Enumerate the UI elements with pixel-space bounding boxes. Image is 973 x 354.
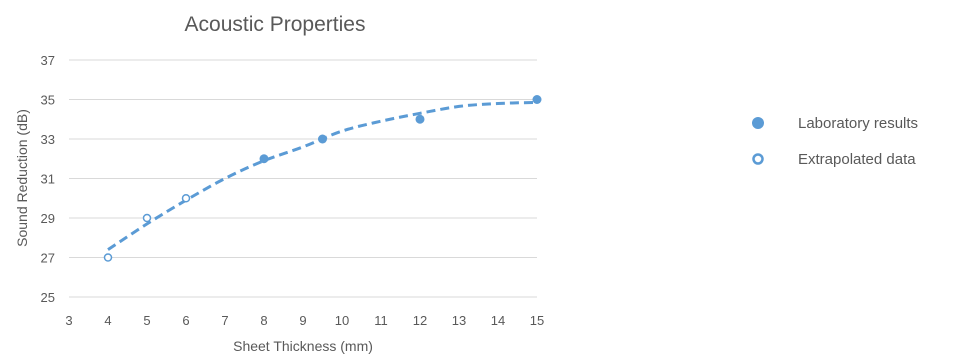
y-tick-label: 31	[41, 172, 55, 187]
x-tick-label: 9	[299, 313, 306, 328]
x-tick-label: 6	[182, 313, 189, 328]
x-tick-label: 13	[452, 313, 466, 328]
x-tick-label: 15	[530, 313, 544, 328]
y-tick-label: 33	[41, 132, 55, 147]
x-tick-label: 10	[335, 313, 349, 328]
laboratory-data-point	[415, 114, 425, 124]
legend-label: Laboratory results	[798, 115, 918, 132]
x-tick-label: 4	[104, 313, 111, 328]
legend-marker	[752, 153, 764, 165]
x-tick-label: 11	[374, 313, 388, 328]
y-axis-ticks: 25 27 29 31 33 35 37	[41, 53, 55, 305]
x-tick-label: 8	[260, 313, 267, 328]
trendline-layer	[107, 101, 538, 251]
laboratory-data-point	[532, 95, 542, 104]
x-tick-label: 7	[221, 313, 228, 328]
y-tick-label: 29	[41, 211, 55, 226]
y-tick-label: 25	[41, 290, 55, 305]
gridlines	[69, 59, 537, 298]
extrapolated-data-point	[181, 194, 191, 203]
x-tick-label: 12	[413, 313, 427, 328]
y-tick-label: 35	[41, 93, 55, 108]
legend-marker	[752, 117, 764, 129]
y-axis-title: Sound Reduction (dB)	[14, 109, 30, 247]
extrapolated-data-point	[142, 213, 152, 223]
trendline	[107, 101, 538, 251]
legend: Laboratory results Extrapolated data	[752, 115, 918, 168]
legend-label: Extrapolated data	[798, 151, 916, 168]
x-tick-label: 5	[143, 313, 150, 328]
x-tick-label: 14	[491, 313, 505, 328]
laboratory-data-point	[318, 134, 327, 144]
extrapolated-data-point	[103, 253, 113, 262]
y-tick-label: 27	[41, 251, 55, 266]
data-points	[103, 95, 542, 262]
laboratory-data-point	[259, 154, 269, 164]
x-axis-ticks: 3 4 5 6 7 8 9 10 11 12 13 14 15	[65, 313, 544, 328]
x-tick-label: 3	[65, 313, 72, 328]
chart-title: Acoustic Properties	[185, 13, 366, 36]
x-axis-title: Sheet Thickness (mm)	[233, 338, 373, 354]
y-tick-label: 37	[41, 53, 55, 68]
